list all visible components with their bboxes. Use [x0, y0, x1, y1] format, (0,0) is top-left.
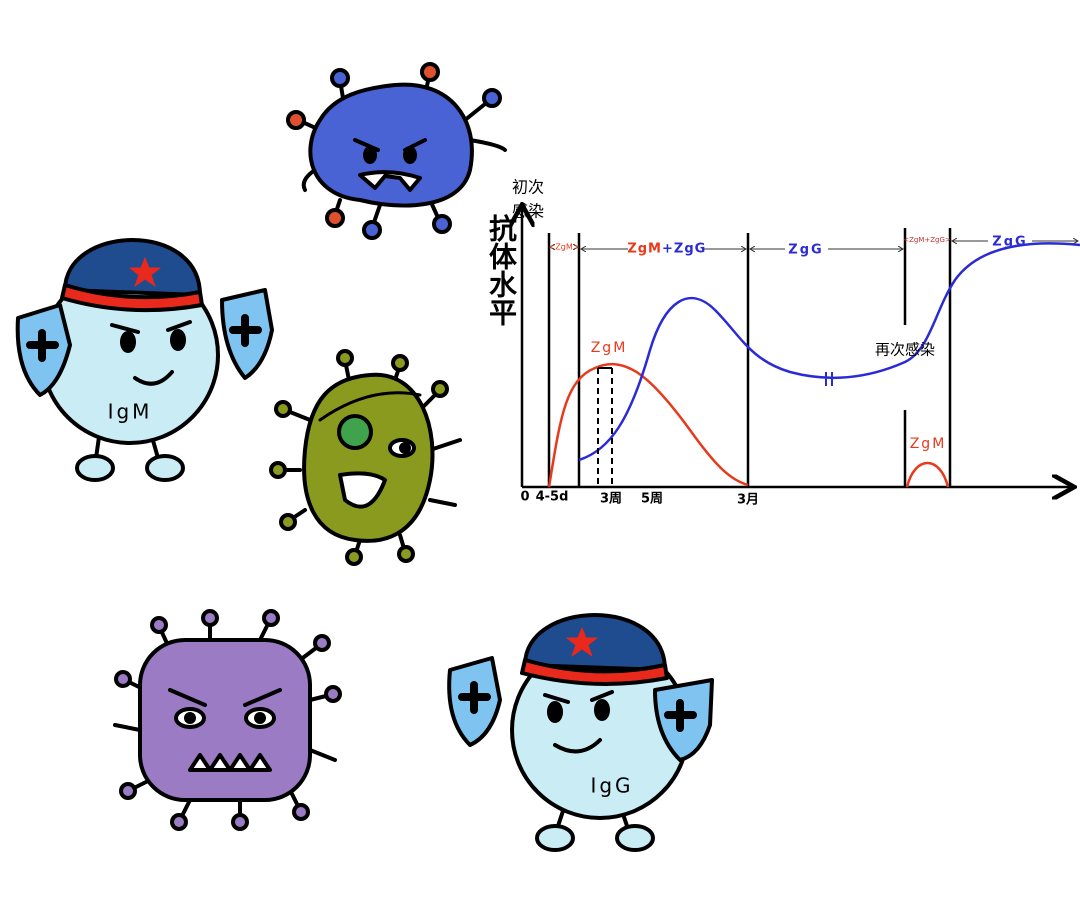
x-label: 4-5d	[536, 490, 569, 505]
x-label: 5周	[641, 492, 663, 507]
first-infection: 初次	[512, 178, 544, 197]
x-label: 3周	[600, 492, 622, 507]
phase-label: ZgM	[627, 242, 662, 257]
first-infection: 感染	[512, 202, 544, 221]
igg-curve	[578, 242, 1080, 462]
x-label: 0	[520, 490, 529, 505]
phase-label: <ZgM+ZgG>	[903, 236, 951, 244]
phase-arrows	[550, 241, 1078, 249]
antibody-chart: 初次 感染 抗体水平 <ZgM> ZgM +ZgG ZgG <ZgM+ZgG> …	[485, 178, 1080, 508]
green-virus	[269, 349, 462, 566]
blue-virus	[286, 62, 507, 240]
character-label: IgG	[590, 774, 633, 798]
phase-label: +ZgG	[662, 242, 706, 257]
igm-curve	[547, 363, 749, 488]
phase-dividers	[547, 228, 952, 487]
character-label: IgM	[108, 400, 153, 424]
curve-label: ZgM	[591, 340, 628, 356]
reinfection-label: 再次感染	[875, 341, 935, 359]
y-axis-label: 抗体水平	[485, 213, 518, 326]
phase-label: <ZgM>	[549, 243, 580, 252]
axis-break	[825, 372, 833, 386]
igm-reinfection-curve	[905, 461, 950, 488]
igm-character	[15, 238, 274, 482]
peak-guides	[597, 368, 613, 487]
purple-virus	[113, 609, 342, 831]
igg-character	[447, 613, 714, 852]
phase-label: ZgG	[788, 243, 823, 258]
x-label: 3月	[737, 493, 759, 508]
phase-label: ZgG	[992, 235, 1027, 250]
curve-label: ZgM	[910, 436, 947, 452]
